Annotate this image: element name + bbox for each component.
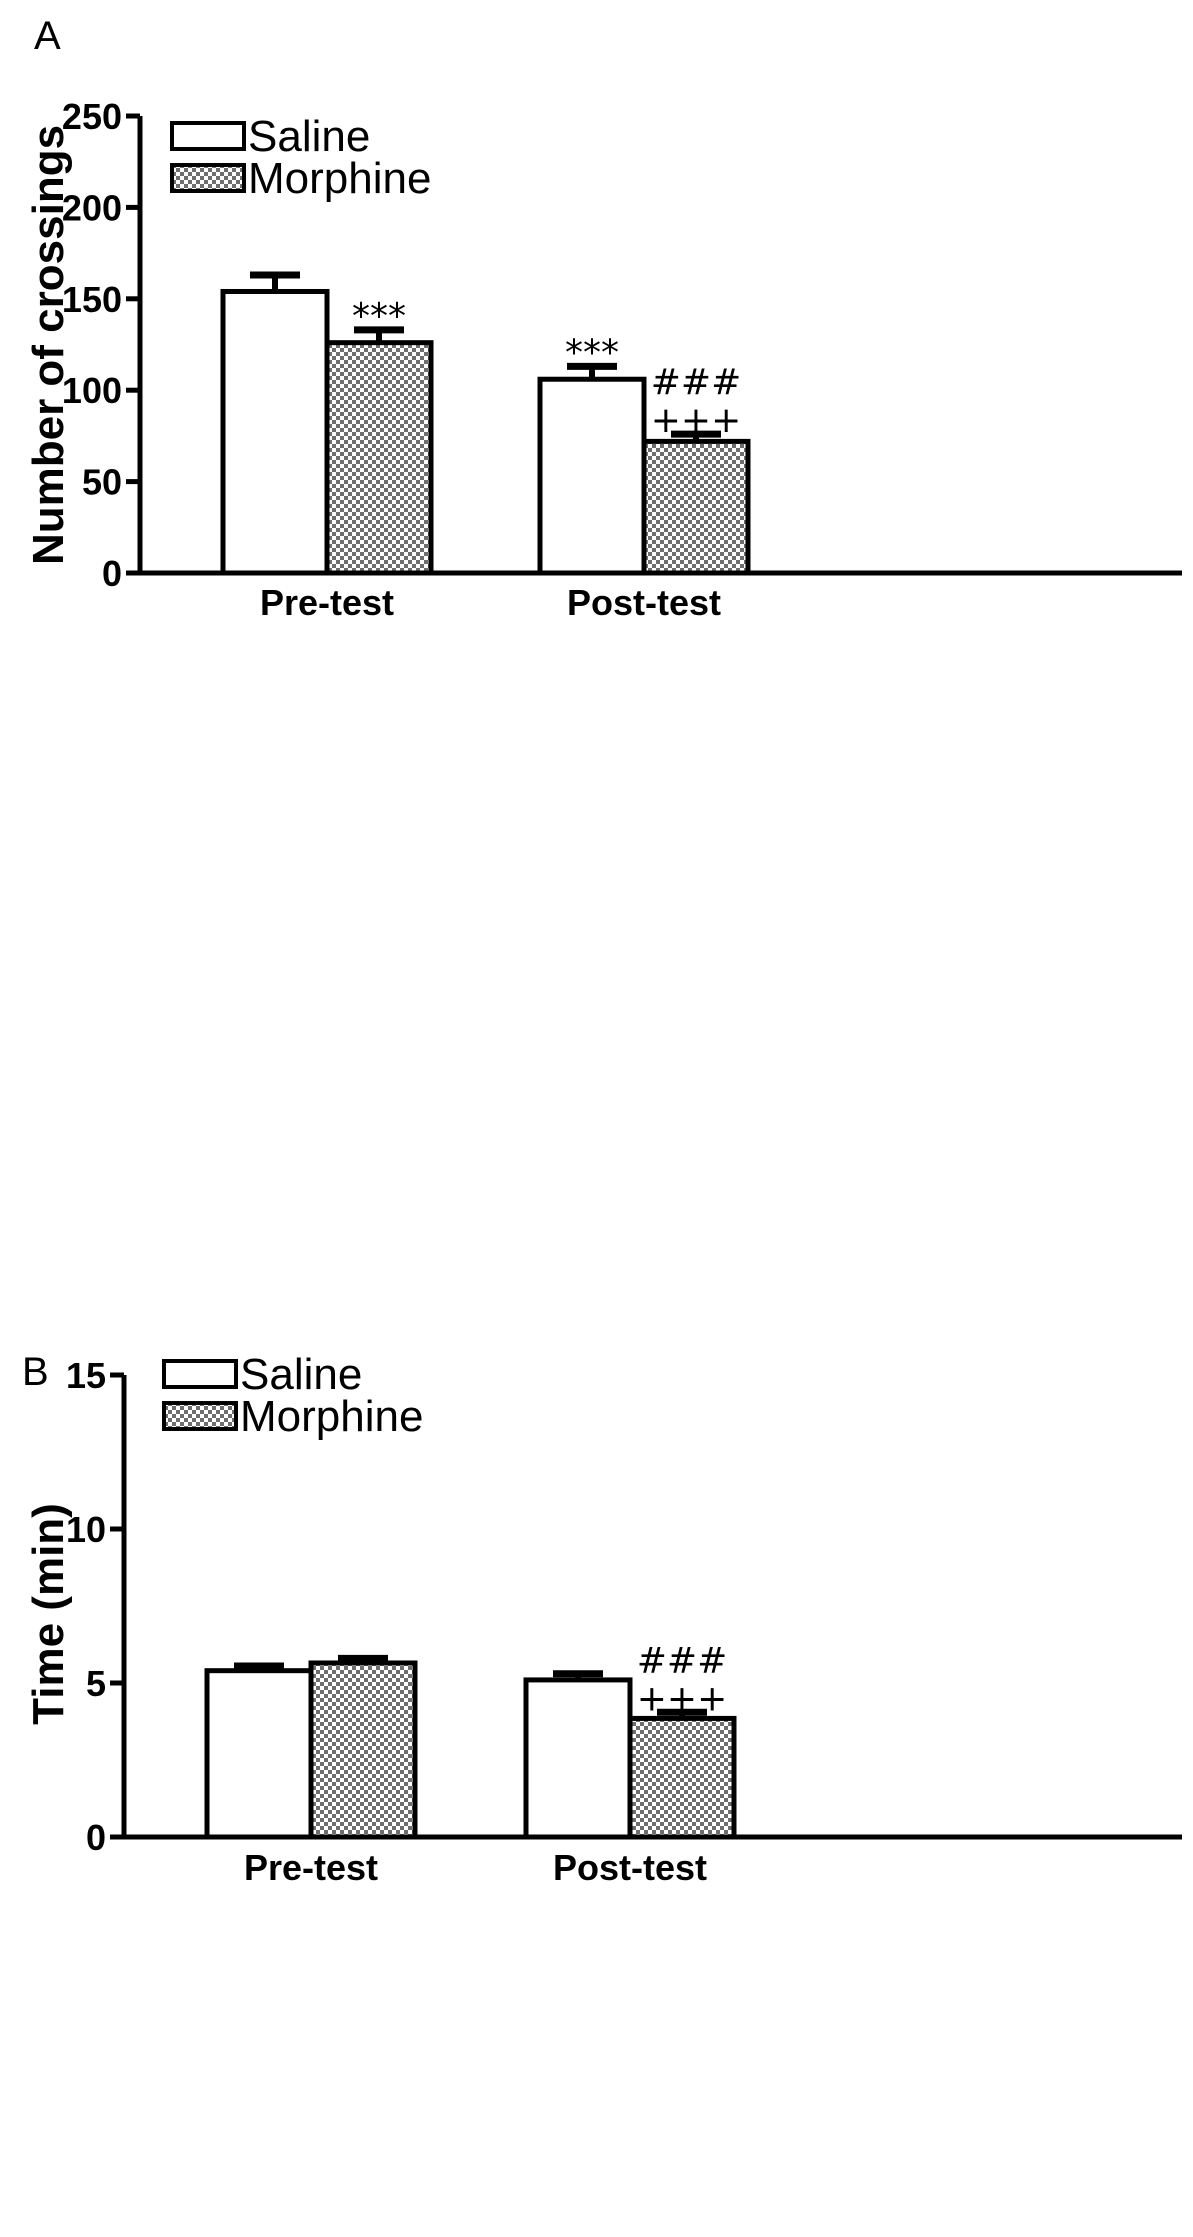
annotation-b-0-0: ###: [637, 1640, 728, 1681]
bar-b-saline-pre-test: [204, 1668, 314, 1840]
panel-a: A *** *** ### +++ 0 50 100 150 200 250 Pre-test Pos…: [0, 0, 1193, 1000]
legend-label-a-morphine: Morphine: [248, 154, 431, 203]
y-tick-label-a-2: 100: [62, 370, 122, 411]
legend-label-a-saline: Saline: [248, 112, 370, 161]
annotation-b-0-1: +++: [637, 1678, 728, 1719]
bar-b-morphine-post-test: [627, 1715, 737, 1840]
annotation-a-2-1: +++: [651, 400, 742, 441]
y-tick-label-a-0: 0: [102, 553, 122, 594]
legend-swatch-b-saline: [162, 1359, 238, 1389]
bar-a-morphine-post-test: [641, 438, 751, 576]
y-tick-label-a-4: 200: [62, 187, 122, 228]
panel-letter-b: B: [22, 1350, 49, 1394]
chart-b: ###+++ 0 5 10 15 Pre-test Post-test Time (min) S…: [24, 1350, 1182, 1888]
annotation-a-2-0: ###: [651, 362, 742, 403]
y-tick-label-b-2: 10: [66, 1509, 106, 1550]
bar-a-saline-post-test: [537, 376, 647, 576]
x-tick-label-b-0: Pre-test: [244, 1847, 378, 1888]
annotation-a-1-0: ***: [565, 332, 619, 373]
y-tick-label-b-0: 0: [86, 1817, 106, 1858]
x-tick-label-a-1: Post-test: [567, 582, 721, 623]
y-tick-label-b-1: 5: [86, 1663, 106, 1704]
y-axis-title-b: Time (min): [24, 1503, 73, 1725]
panel-letter-a: A: [34, 14, 61, 58]
bar-a-saline-pre-test: [220, 288, 330, 576]
bar-b-saline-post-test: [523, 1677, 633, 1840]
panel-b: B ### +++ 0 5 10 15 Pre-test Post-test Time (min…: [0, 1330, 1193, 2237]
y-tick-label-a-1: 50: [82, 462, 122, 503]
y-tick-label-a-5: 250: [62, 96, 122, 137]
legend-swatch-b-morphine: [162, 1401, 238, 1431]
x-tick-label-a-0: Pre-test: [260, 582, 394, 623]
legend-label-b-morphine: Morphine: [240, 1392, 423, 1441]
y-tick-label-b-3: 15: [66, 1355, 106, 1396]
legend-swatch-a-morphine: [170, 163, 246, 193]
x-tick-label-b-1: Post-test: [553, 1847, 707, 1888]
annotation-a-0-0: ***: [352, 296, 406, 337]
y-tick-label-a-3: 150: [62, 279, 122, 320]
legend-label-b-saline: Saline: [240, 1350, 362, 1399]
bar-a-morphine-pre-test: [324, 340, 434, 576]
chart-a: *** *** ###+++ 0 50 100 150 200 250 Pre-test Post-…: [24, 96, 1182, 623]
y-axis-title-a: Number of crossings: [24, 125, 73, 565]
legend-swatch-a-saline: [170, 121, 246, 151]
bar-b-morphine-pre-test: [308, 1660, 418, 1840]
